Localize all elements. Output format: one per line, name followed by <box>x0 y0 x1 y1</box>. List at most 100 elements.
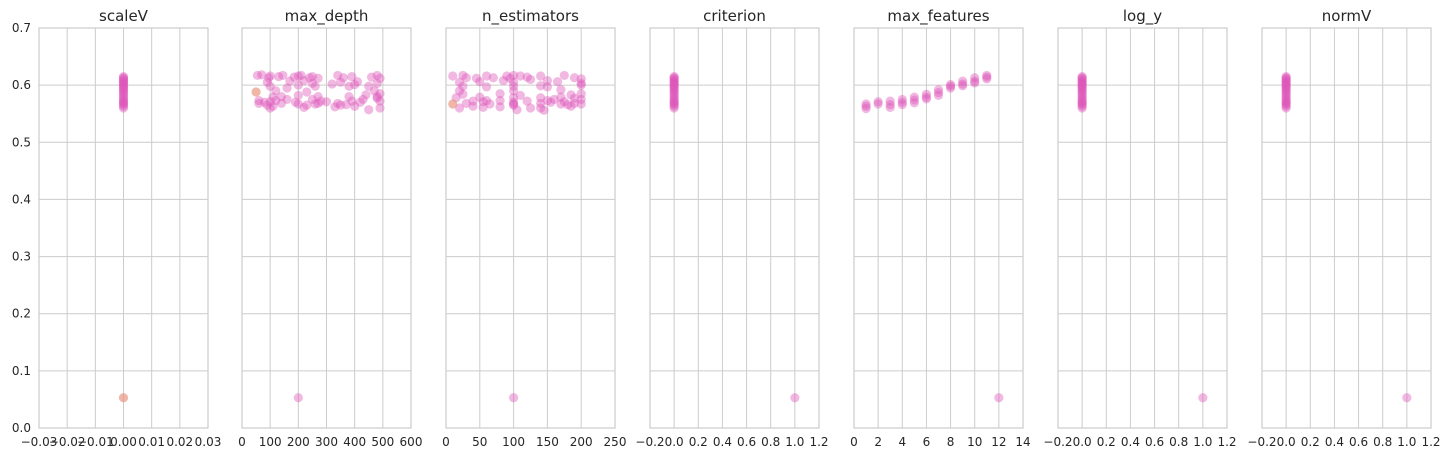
data-point <box>1077 77 1087 87</box>
data-point <box>1077 99 1087 110</box>
data-point <box>669 87 679 98</box>
data-point <box>118 89 129 99</box>
data-point <box>1281 82 1291 92</box>
data-point <box>1077 98 1087 109</box>
x-tick-label: 0.2 <box>1097 435 1116 449</box>
data-point <box>1281 89 1291 99</box>
data-point <box>118 94 129 105</box>
data-point <box>1077 103 1087 113</box>
data-point <box>118 97 129 107</box>
data-point <box>344 91 354 102</box>
data-point <box>1281 103 1291 113</box>
data-point <box>525 74 536 85</box>
data-point <box>556 92 566 102</box>
panel-frame <box>1261 27 1432 429</box>
data-point <box>1077 86 1087 96</box>
x-tick-label: 0.6 <box>1349 435 1368 449</box>
data-point <box>563 99 573 110</box>
panel-scaleV: scaleV −0.03−0.02−0.010.00 0.01 0.02 0.03 <box>21 7 222 449</box>
data-point <box>933 87 944 98</box>
panel-title: n_estimators <box>482 7 579 26</box>
x-tick-label: 1.0 <box>1397 435 1416 449</box>
data-point <box>861 103 871 114</box>
data-point <box>485 99 495 109</box>
x-tick-label: 0.6 <box>1145 435 1164 449</box>
data-point <box>669 94 679 105</box>
data-point <box>265 81 275 91</box>
data-point <box>508 97 519 107</box>
data-point <box>559 70 569 81</box>
data-point <box>576 74 586 84</box>
data-point <box>276 91 287 102</box>
x-tick-label: 0.00 <box>110 435 137 449</box>
data-point <box>458 70 468 81</box>
data-point <box>347 71 357 82</box>
data-point <box>576 89 586 99</box>
data-point <box>259 97 270 107</box>
data-point <box>669 93 679 103</box>
data-point <box>299 75 309 86</box>
data-point <box>508 93 519 103</box>
data-point <box>542 82 553 92</box>
data-point <box>448 71 458 81</box>
y-tick-label: 0.0 <box>12 421 31 435</box>
panel-frame <box>649 27 820 429</box>
data-point <box>350 79 360 90</box>
x-tick-label: −0.03 <box>21 435 58 449</box>
data-point <box>262 77 272 87</box>
data-point <box>556 99 566 109</box>
data-point <box>293 90 303 101</box>
data-point <box>330 102 340 112</box>
data-point <box>265 71 275 81</box>
data-point <box>1281 78 1291 89</box>
data-point <box>475 92 485 102</box>
data-point <box>525 103 536 113</box>
data-point <box>358 94 368 105</box>
data-point <box>372 70 382 81</box>
data-point <box>1077 76 1087 86</box>
x-tick-label: 0.8 <box>1373 435 1392 449</box>
x-tick-label: 250 <box>604 435 627 449</box>
data-point <box>1281 96 1291 106</box>
data-point <box>454 103 465 113</box>
data-point <box>885 102 895 113</box>
data-point <box>118 99 129 110</box>
data-point <box>293 71 303 81</box>
data-point <box>347 96 357 106</box>
data-point <box>454 86 465 96</box>
y-tick-label: 0.5 <box>12 135 31 149</box>
data-point <box>1077 71 1087 82</box>
data-point <box>1281 83 1291 93</box>
x-tick-label: 0.0 <box>1073 435 1092 449</box>
data-point <box>264 73 274 83</box>
panel-title: max_features <box>887 7 989 26</box>
data-point <box>515 90 525 101</box>
data-point <box>576 78 586 89</box>
x-tick-label: 12 <box>991 435 1006 449</box>
data-point <box>1281 77 1291 87</box>
data-point <box>372 78 382 89</box>
data-point <box>289 72 299 82</box>
y-tick-label: 0.6 <box>12 78 31 92</box>
data-point <box>1077 101 1087 111</box>
data-point <box>468 101 478 111</box>
data-point <box>481 71 492 81</box>
data-point <box>861 99 871 109</box>
data-point <box>338 73 348 83</box>
data-point <box>552 77 563 87</box>
data-point <box>372 93 382 103</box>
panel-title: criterion <box>703 7 766 25</box>
data-point <box>118 87 129 98</box>
x-tick-label: 400 <box>343 435 366 449</box>
data-point <box>669 73 679 83</box>
data-point <box>1281 71 1291 82</box>
data-point <box>1281 87 1291 98</box>
data-point <box>355 97 365 107</box>
x-tick-label: 1.0 <box>785 435 804 449</box>
data-point <box>252 70 263 81</box>
data-point <box>1077 83 1087 93</box>
data-point <box>274 71 284 82</box>
data-point <box>118 85 129 95</box>
x-tick-label: 100 <box>502 435 525 449</box>
data-point-outlier <box>1198 393 1208 403</box>
